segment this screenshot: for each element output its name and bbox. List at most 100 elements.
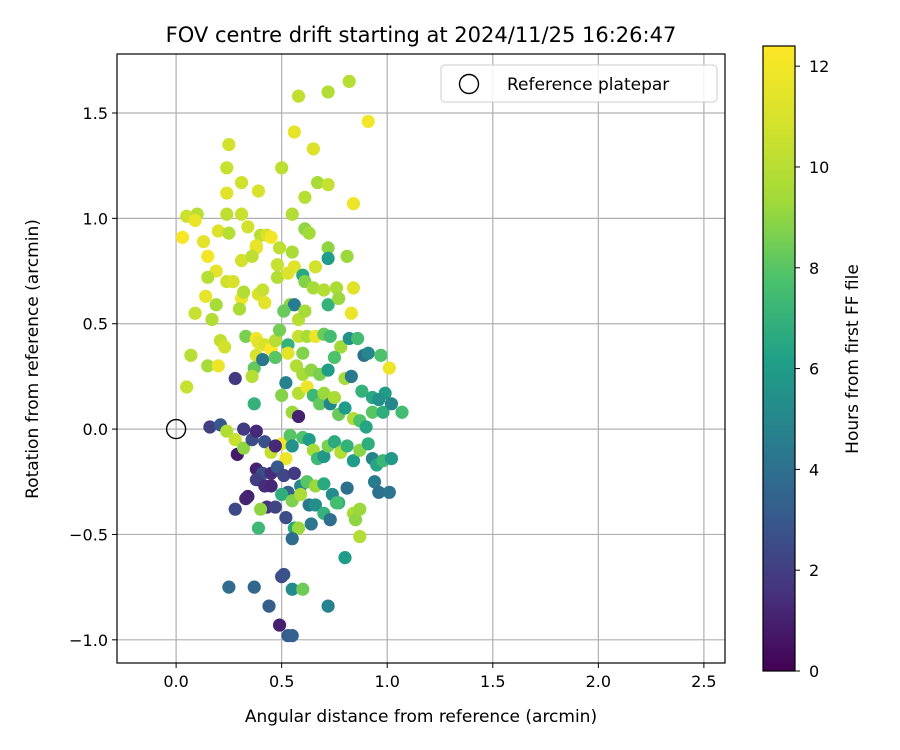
x-axis-label: Angular distance from reference (arcmin) <box>245 707 597 727</box>
legend-box <box>440 64 718 103</box>
data-point <box>308 498 323 512</box>
data-point <box>272 241 287 255</box>
data-point <box>275 388 289 402</box>
data-point <box>346 197 361 211</box>
data-point <box>220 161 234 175</box>
colorbar-ticks: 0 2 4 6 8 10 12 <box>795 57 829 681</box>
data-point <box>321 178 335 192</box>
data-point <box>382 485 396 499</box>
data-point <box>308 260 323 274</box>
data-point <box>344 306 358 320</box>
data-point <box>361 437 375 451</box>
data-point <box>251 521 266 535</box>
data-point <box>346 281 361 295</box>
y-tick-label: 0.5 <box>83 315 108 334</box>
data-point <box>329 281 344 295</box>
data-point <box>291 89 306 103</box>
data-point <box>353 529 367 544</box>
data-point <box>256 352 270 367</box>
data-point <box>228 502 242 516</box>
colorbar-tick-label: 10 <box>809 158 829 177</box>
data-point <box>188 213 202 228</box>
data-point <box>264 230 278 244</box>
data-point <box>374 348 388 362</box>
data-point <box>338 551 352 565</box>
data-point <box>355 384 369 398</box>
data-point <box>275 161 289 175</box>
data-point <box>247 397 261 411</box>
data-point <box>321 363 335 377</box>
data-point <box>291 409 306 424</box>
data-point <box>327 390 342 405</box>
data-point <box>285 629 299 643</box>
data-point <box>222 138 236 152</box>
data-point <box>279 510 293 525</box>
data-point <box>327 435 342 449</box>
data-point <box>340 439 354 453</box>
data-point <box>245 249 259 263</box>
data-point <box>241 220 255 234</box>
data-point <box>222 226 236 240</box>
data-point <box>287 466 301 480</box>
data-point <box>306 281 320 295</box>
data-point <box>327 350 342 365</box>
data-point <box>340 249 354 263</box>
colorbar-gradient <box>762 45 796 672</box>
data-point <box>285 532 299 546</box>
data-point <box>317 283 331 297</box>
x-tick-label: 0.5 <box>269 672 294 691</box>
legend-marker-icon <box>458 73 480 95</box>
data-point <box>294 487 308 502</box>
data-point <box>237 285 251 299</box>
data-point <box>291 521 306 535</box>
reference-platepar-marker <box>165 418 187 440</box>
data-point <box>218 340 232 354</box>
data-point <box>201 249 215 263</box>
colorbar-tick-label: 0 <box>809 662 819 681</box>
data-point <box>211 359 225 373</box>
data-point <box>321 241 335 255</box>
data-point <box>317 477 331 491</box>
data-point <box>365 405 380 419</box>
data-point <box>180 380 194 394</box>
data-point <box>323 513 337 527</box>
colorbar: 0 2 4 6 8 10 12 Hours from first FF file <box>762 45 863 681</box>
data-point <box>268 333 282 348</box>
colorbar-tick-label: 6 <box>809 360 819 379</box>
data-point <box>285 582 299 596</box>
data-point <box>338 401 352 415</box>
data-point <box>268 500 282 514</box>
data-point <box>281 266 295 280</box>
grid-lines <box>117 54 725 663</box>
data-point <box>321 251 335 266</box>
data-points <box>175 74 409 643</box>
colorbar-tick-label: 12 <box>809 57 829 76</box>
data-point <box>384 451 399 466</box>
data-point <box>353 502 367 516</box>
data-point <box>268 439 282 453</box>
data-point <box>285 439 299 453</box>
data-point <box>342 74 356 88</box>
y-tick-label: −0.5 <box>69 525 108 544</box>
data-point <box>310 175 325 190</box>
data-point <box>323 329 337 343</box>
data-point <box>277 567 291 582</box>
data-point <box>372 392 386 407</box>
data-point <box>253 502 268 516</box>
y-tick-label: 0.0 <box>83 420 108 439</box>
data-point <box>321 298 335 312</box>
data-point <box>302 433 316 447</box>
data-point <box>258 435 272 449</box>
data-point <box>296 346 310 360</box>
data-point <box>382 361 396 375</box>
data-point <box>285 207 299 221</box>
data-point <box>234 207 249 221</box>
data-point <box>220 207 234 221</box>
data-point <box>245 369 259 384</box>
y-axis-ticks: −1.0 −0.5 0.0 0.5 1.0 1.5 <box>69 104 117 650</box>
x-tick-label: 0.0 <box>163 672 188 691</box>
legend-label: Reference platepar <box>507 75 669 95</box>
y-tick-label: 1.0 <box>83 209 108 228</box>
y-tick-label: −1.0 <box>69 631 108 650</box>
